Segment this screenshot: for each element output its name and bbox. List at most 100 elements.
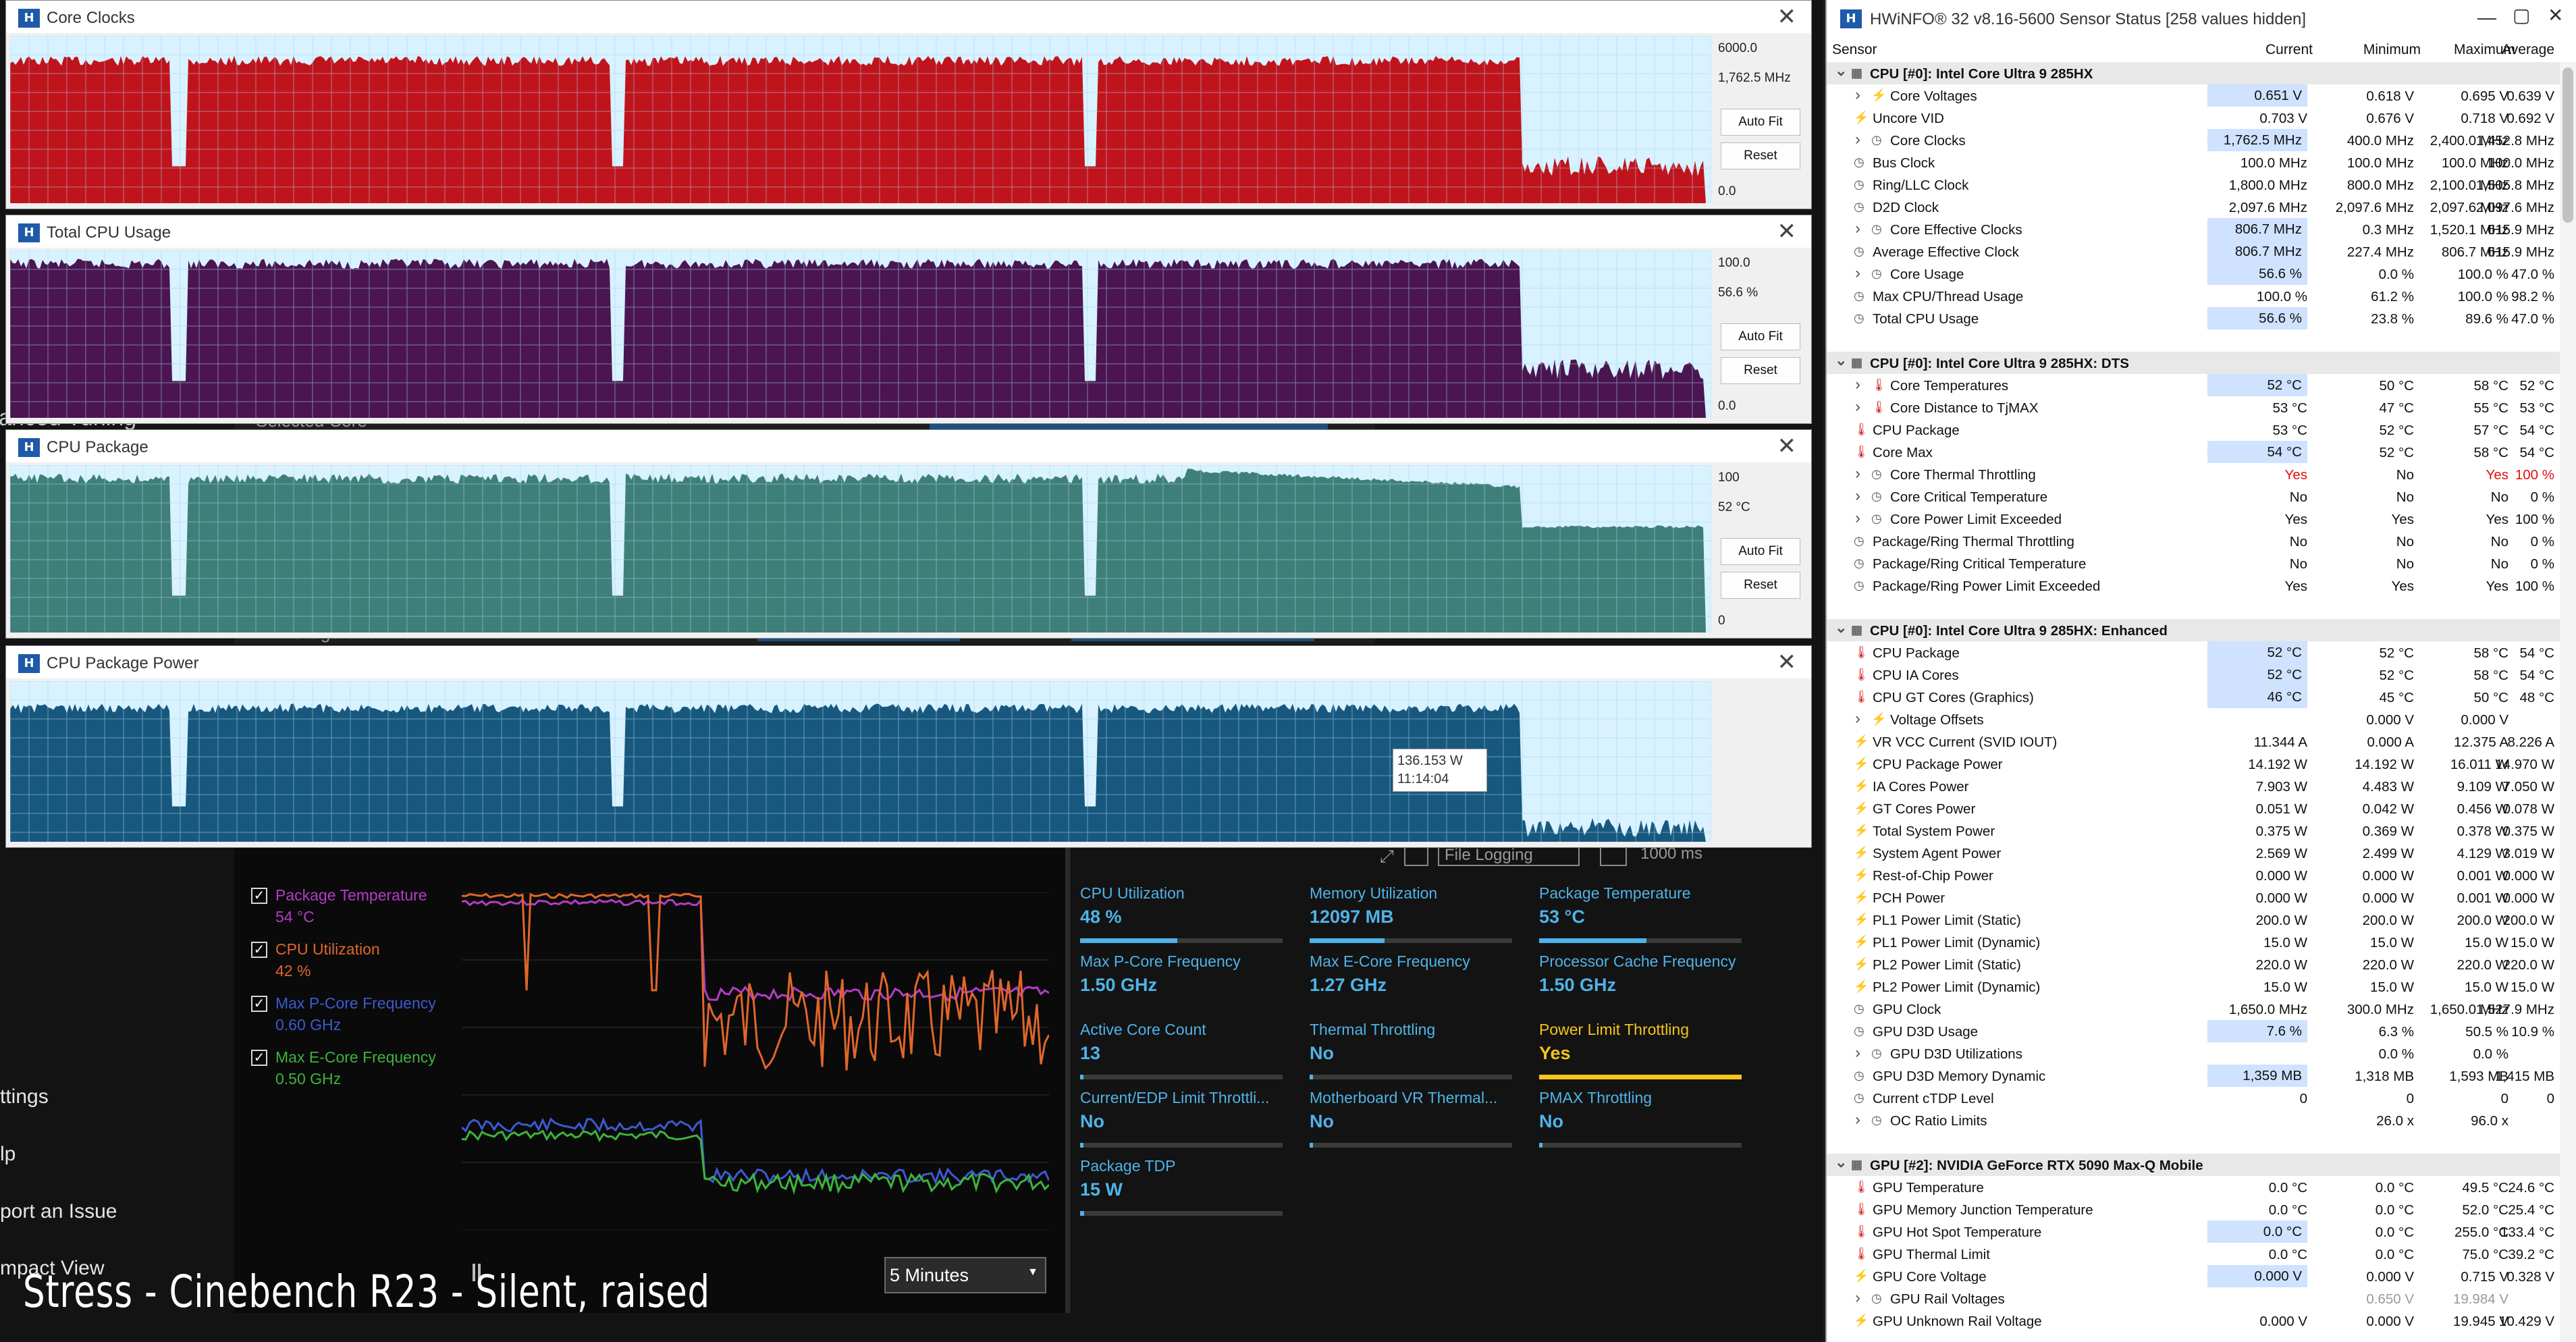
expand-chevron-icon[interactable]: › <box>1855 509 1860 527</box>
sensor-row[interactable]: ◷ GPU D3D Usage 7.6 % 6.3 % 50.5 % 10.9 % <box>1827 1020 2561 1042</box>
sensor-row[interactable]: 🌡 GPU Memory Junction Temperature 0.0 °C 0.… <box>1827 1198 2561 1220</box>
sensor-row[interactable]: ⚡ System Agent Power 2.569 W 2.499 W 4.129 W… <box>1827 842 2561 864</box>
sensor-row[interactable]: ◷ Package/Ring Power Limit Exceeded Yes Yes… <box>1827 574 2561 597</box>
sensor-row[interactable]: › ◷ Core Effective Clocks 806.7 MHz 0.3 MHz 1… <box>1827 218 2561 240</box>
sensor-row[interactable]: ◷ Total CPU Usage 56.6 % 23.8 % 89.6 % 47.0 % <box>1827 307 2561 329</box>
sensor-row[interactable]: ⚡ PL2 Power Limit (Dynamic) 15.0 W 15.0 W 15… <box>1827 975 2561 998</box>
sensor-row[interactable]: ◷ Ring/LLC Clock 1,800.0 MHz 800.0 MHz 2,100… <box>1827 173 2561 196</box>
sensor-row[interactable]: › ◷ GPU Rail Voltages 0.650 V 19.984 V <box>1827 1287 2561 1310</box>
sensor-row[interactable]: 🌡 GPU Temperature 0.0 °C 0.0 °C 49.5 °C 24.6 … <box>1827 1176 2561 1198</box>
sensor-row[interactable]: ⚡ PCH Power 0.000 W 0.000 W 0.001 W 0.000 W <box>1827 886 2561 909</box>
expand-chevron-icon[interactable]: › <box>1855 86 1860 104</box>
sensor-row[interactable]: ◷ Average Effective Clock 806.7 MHz 227.4 M… <box>1827 240 2561 263</box>
expand-chevron-icon[interactable]: › <box>1855 130 1860 149</box>
minimize-icon[interactable]: — <box>2477 7 2496 28</box>
window-icon[interactable] <box>1404 846 1428 866</box>
scroll-thumb[interactable] <box>2562 68 2573 223</box>
col-minimum[interactable]: Minimum <box>2363 42 2421 57</box>
graph-plot[interactable] <box>10 465 1711 633</box>
legend-checkbox[interactable]: ✓ <box>251 942 267 958</box>
sensor-row[interactable]: › ◷ GPU D3D Utilizations 0.0 % 0.0 % <box>1827 1042 2561 1065</box>
sensor-row[interactable]: ⚡ GPU Unknown Rail Voltage 0.000 V 0.000 V 1… <box>1827 1310 2561 1332</box>
expand-chevron-icon[interactable]: › <box>1855 1289 1860 1307</box>
sidebar-item-settings[interactable]: ttings <box>0 1085 49 1108</box>
col-sensor[interactable]: Sensor <box>1832 42 1877 57</box>
chart-scroll-handle[interactable] <box>473 1264 489 1281</box>
sensor-row[interactable]: ⚡ Uncore VID 0.703 V 0.676 V 0.718 V 0.692 V <box>1827 107 2561 129</box>
sensor-row[interactable]: › ◷ OC Ratio Limits 26.0 x 96.0 x <box>1827 1109 2561 1131</box>
expand-chevron-icon[interactable]: › <box>1855 709 1860 728</box>
legend-checkbox[interactable]: ✓ <box>251 1050 267 1066</box>
sensor-row[interactable]: 🌡 CPU GT Cores (Graphics) 46 °C 45 °C 50 °C 4… <box>1827 686 2561 708</box>
sensor-row[interactable]: ◷ Current cTDP Level 0 0 0 0 <box>1827 1087 2561 1109</box>
graph-plot[interactable] <box>10 250 1711 418</box>
expand-chevron-icon[interactable]: › <box>1855 398 1860 416</box>
sensor-row[interactable]: ⚡ GT Cores Power 0.051 W 0.042 W 0.456 W 0.07… <box>1827 797 2561 820</box>
log-folder-icon[interactable] <box>1600 846 1627 866</box>
sensor-group-header[interactable]: ⌄ ▦ CPU [#0]: Intel Core Ultra 9 285HX: En… <box>1827 619 2561 641</box>
graph-titlebar[interactable]: H CPU Package ✕ <box>6 430 1811 462</box>
sensor-row[interactable]: ◷ GPU Clock 1,650.0 MHz 300.0 MHz 1,650.0 MH… <box>1827 998 2561 1020</box>
hwinfo-scrollbar[interactable] <box>2560 62 2576 1342</box>
close-icon[interactable]: ✕ <box>1777 4 1797 30</box>
expand-chevron-icon[interactable]: › <box>1855 1044 1860 1062</box>
close-icon[interactable]: ✕ <box>1777 433 1797 459</box>
sensor-group-header[interactable]: ⌄ ▦ CPU [#0]: Intel Core Ultra 9 285HX <box>1827 62 2561 84</box>
sensor-group-header[interactable]: ⌄ ▦ CPU [#0]: Intel Core Ultra 9 285HX: DT… <box>1827 352 2561 374</box>
sensor-row[interactable]: ◷ D2D Clock 2,097.6 MHz 2,097.6 MHz 2,097.6 … <box>1827 196 2561 218</box>
sensor-row[interactable]: ⚡ Rest-of-Chip Power 0.000 W 0.000 W 0.001 W… <box>1827 864 2561 886</box>
sensor-row[interactable]: › ◷ Core Thermal Throttling Yes No Yes 100 % <box>1827 463 2561 485</box>
time-range-select[interactable]: 5 Minutes ▼ <box>884 1257 1046 1293</box>
sensor-row[interactable]: › ⚡ Core Voltages 0.651 V 0.618 V 0.695 V 0.63… <box>1827 84 2561 107</box>
close-icon[interactable]: ✕ <box>1777 649 1797 675</box>
sensor-group-header[interactable]: ⌄ ▦ GPU [#2]: NVIDIA GeForce RTX 5090 Max-… <box>1827 1154 2561 1176</box>
sensor-row[interactable]: ⚡ VR VCC Current (SVID IOUT) 11.344 A 0.000… <box>1827 730 2561 753</box>
auto-fit-button[interactable]: Auto Fit <box>1721 538 1800 565</box>
sensor-row[interactable]: ⚡ Total System Power 0.375 W 0.369 W 0.378 W… <box>1827 820 2561 842</box>
sensor-row[interactable]: 🌡 Core Max 54 °C 52 °C 58 °C 54 °C <box>1827 441 2561 463</box>
sidebar-item-compact-view[interactable]: mpact View <box>0 1257 105 1279</box>
col-current[interactable]: Current <box>2265 42 2313 57</box>
col-maximum[interactable]: Maximum <box>2453 42 2515 57</box>
reset-button[interactable]: Reset <box>1721 142 1800 169</box>
sensor-row[interactable]: › ◷ Core Critical Temperature No No No 0 % <box>1827 485 2561 508</box>
collapse-chevron-icon[interactable]: ⌄ <box>1835 1154 1848 1171</box>
sensor-row[interactable]: ◷ Bus Clock 100.0 MHz 100.0 MHz 100.0 MHz 100… <box>1827 151 2561 173</box>
sensor-row[interactable]: ⚡ CPU Package Power 14.192 W 14.192 W 16.011… <box>1827 753 2561 775</box>
sensor-row[interactable]: › 🌡 Core Distance to TjMAX 53 °C 47 °C 55 °C 5… <box>1827 396 2561 419</box>
sensor-row[interactable]: ⚡ IA Cores Power 7.903 W 4.483 W 9.109 W 7.05… <box>1827 775 2561 797</box>
legend-checkbox[interactable]: ✓ <box>251 996 267 1012</box>
graph-plot[interactable] <box>10 36 1711 203</box>
close-icon[interactable]: ✕ <box>2548 5 2564 26</box>
sensor-row[interactable]: › ⚡ Voltage Offsets 0.000 V 0.000 V <box>1827 708 2561 730</box>
reset-button[interactable]: Reset <box>1721 357 1800 384</box>
sensor-row[interactable]: ◷ Package/Ring Critical Temperature No No No… <box>1827 552 2561 574</box>
sensor-row[interactable]: ◷ GPU D3D Memory Dynamic 1,359 MB 1,318 MB 1… <box>1827 1065 2561 1087</box>
maximize-icon[interactable]: ▢ <box>2513 5 2531 26</box>
sensor-row[interactable]: ◷ Max CPU/Thread Usage 100.0 % 61.2 % 100.0 … <box>1827 285 2561 307</box>
sensor-row[interactable]: 🌡 CPU Package 53 °C 52 °C 57 °C 54 °C <box>1827 419 2561 441</box>
close-icon[interactable]: ✕ <box>1777 219 1797 244</box>
sidebar-item-help[interactable]: lp <box>0 1143 16 1165</box>
legend-checkbox[interactable]: ✓ <box>251 888 267 904</box>
sensor-row[interactable]: 🌡 GPU Hot Spot Temperature 0.0 °C 0.0 °C 255… <box>1827 1220 2561 1243</box>
auto-fit-button[interactable]: Auto Fit <box>1721 109 1800 136</box>
collapse-chevron-icon[interactable]: ⌄ <box>1835 62 1848 79</box>
collapse-chevron-icon[interactable]: ⌄ <box>1835 352 1848 369</box>
sensor-row[interactable]: › ◷ Core Clocks 1,762.5 MHz 400.0 MHz 2,400.0… <box>1827 129 2561 151</box>
sensor-row[interactable]: 🌡 CPU IA Cores 52 °C 52 °C 58 °C 54 °C <box>1827 664 2561 686</box>
sensor-row[interactable]: › 🌡 Core Temperatures 52 °C 50 °C 58 °C 52 °C <box>1827 374 2561 396</box>
col-average[interactable]: Average <box>2502 42 2554 57</box>
sensor-row[interactable]: ⚡ PL1 Power Limit (Dynamic) 15.0 W 15.0 W 15… <box>1827 931 2561 953</box>
expand-chevron-icon[interactable]: › <box>1855 464 1860 483</box>
sensor-row[interactable]: 🌡 CPU Package 52 °C 52 °C 58 °C 54 °C <box>1827 641 2561 664</box>
graph-titlebar[interactable]: H Core Clocks ✕ <box>6 1 1811 33</box>
sensor-row[interactable]: › ◷ Core Power Limit Exceeded Yes Yes Yes 100 … <box>1827 508 2561 530</box>
expand-chevron-icon[interactable]: › <box>1855 487 1860 505</box>
sensor-row[interactable]: ◷ Package/Ring Thermal Throttling No No No 0 … <box>1827 530 2561 552</box>
auto-fit-button[interactable]: Auto Fit <box>1721 323 1800 350</box>
graph-titlebar[interactable]: H CPU Package Power ✕ <box>6 646 1811 678</box>
expand-chevron-icon[interactable]: › <box>1855 264 1860 282</box>
